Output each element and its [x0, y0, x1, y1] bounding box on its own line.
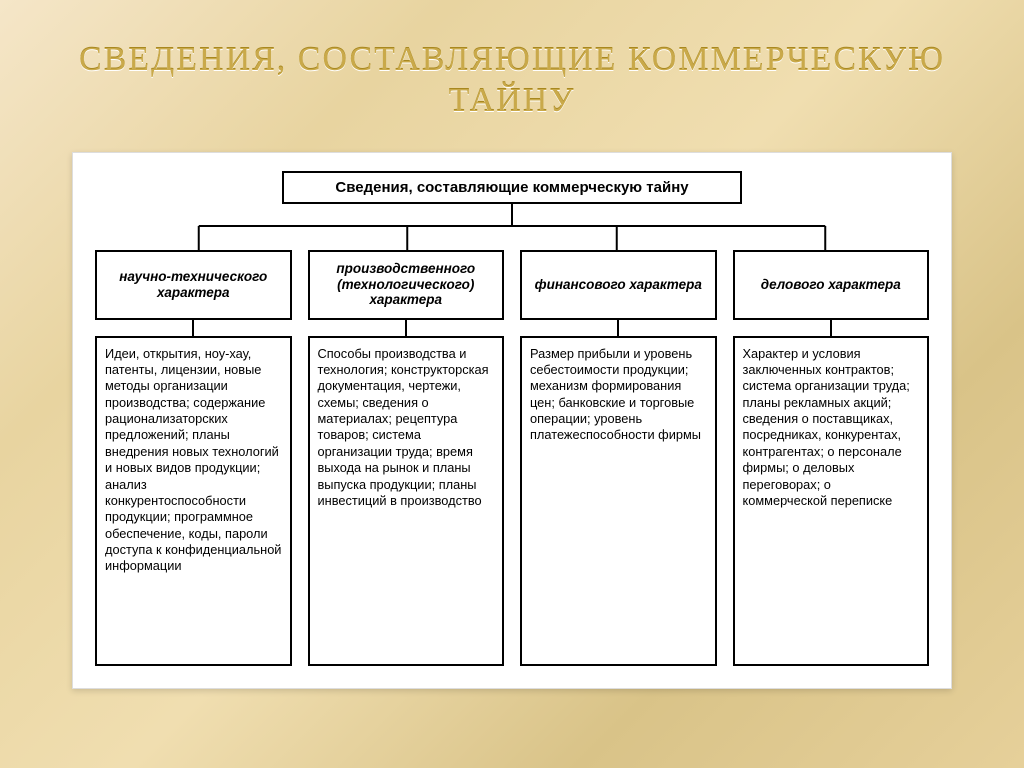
column-connector — [830, 320, 832, 336]
slide: СВЕДЕНИЯ, СОСТАВЛЯЮЩИЕ КОММЕРЧЕСКУЮ ТАЙН… — [0, 0, 1024, 768]
column-2: финансового характера Размер прибыли и у… — [520, 250, 717, 666]
column-0: научно-технического характера Идеи, откр… — [95, 250, 292, 666]
column-body: Характер и условия заключенных контракто… — [733, 336, 930, 666]
column-label: делового характера — [733, 250, 930, 320]
column-1: производственного (технологического) хар… — [308, 250, 505, 666]
column-connector — [192, 320, 194, 336]
root-box: Сведения, составляющие коммерческую тайн… — [282, 171, 742, 204]
column-label: научно-технического характера — [95, 250, 292, 320]
slide-title: СВЕДЕНИЯ, СОСТАВЛЯЮЩИЕ КОММЕРЧЕСКУЮ ТАЙН… — [50, 40, 974, 122]
column-body: Размер прибыли и уровень себестоимости п… — [520, 336, 717, 666]
connectors — [95, 204, 929, 250]
columns: научно-технического характера Идеи, откр… — [95, 250, 929, 666]
column-3: делового характера Характер и условия за… — [733, 250, 930, 666]
column-connector — [617, 320, 619, 336]
column-body: Идеи, открытия, ноу-хау, патенты, лиценз… — [95, 336, 292, 666]
column-label: производственного (технологического) хар… — [308, 250, 505, 320]
diagram-panel: Сведения, составляющие коммерческую тайн… — [72, 152, 952, 689]
column-body: Способы производства и технология; конст… — [308, 336, 505, 666]
column-connector — [405, 320, 407, 336]
column-label: финансового характера — [520, 250, 717, 320]
